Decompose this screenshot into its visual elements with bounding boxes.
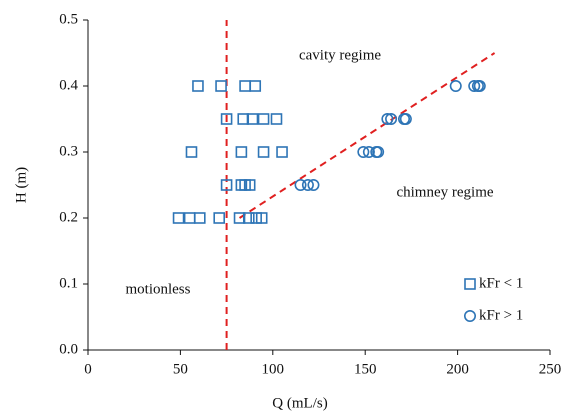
- point: [242, 212, 255, 224]
- y-axis-label: H (m): [13, 167, 29, 203]
- y-tick-label: 0.5: [59, 11, 78, 27]
- x-tick-label: 0: [84, 361, 92, 377]
- point: [381, 113, 394, 126]
- point: [257, 113, 270, 125]
- point: [357, 146, 370, 159]
- point: [270, 113, 283, 125]
- x-tick-label: 250: [539, 361, 562, 377]
- point: [257, 146, 270, 158]
- point: [307, 179, 320, 192]
- point: [294, 179, 307, 192]
- annotation: motionless: [125, 281, 190, 297]
- point: [192, 80, 204, 92]
- point: [183, 212, 196, 224]
- y-tick-label: 0.3: [59, 143, 78, 159]
- x-tick-label: 150: [354, 361, 377, 377]
- legend-marker: [464, 278, 476, 290]
- point: [276, 146, 288, 158]
- y-tick-label: 0.2: [59, 209, 78, 225]
- point: [468, 80, 481, 93]
- point: [449, 80, 462, 93]
- boundary-line: [238, 52, 496, 219]
- legend-label: kFr < 1: [479, 275, 523, 291]
- point: [172, 212, 185, 224]
- legend-label: kFr > 1: [479, 307, 523, 323]
- legend-marker: [463, 309, 476, 322]
- point: [399, 113, 412, 126]
- point: [215, 80, 227, 92]
- point: [372, 146, 385, 159]
- x-tick-label: 100: [262, 361, 285, 377]
- annotation: chimney regime: [396, 184, 493, 200]
- y-tick-label: 0.0: [59, 341, 78, 357]
- x-axis-label: Q (mL/s): [272, 395, 327, 411]
- point: [220, 179, 233, 191]
- point: [473, 80, 486, 93]
- point: [185, 146, 198, 158]
- point: [362, 146, 375, 159]
- point: [235, 146, 248, 158]
- annotation: cavity regime: [299, 47, 381, 63]
- point: [246, 113, 259, 125]
- point: [239, 80, 251, 92]
- point: [255, 212, 268, 224]
- y-tick-label: 0.1: [59, 275, 78, 291]
- point: [194, 212, 206, 224]
- point: [220, 113, 233, 125]
- y-tick-label: 0.4: [59, 77, 78, 93]
- point: [249, 80, 262, 92]
- point: [301, 179, 314, 192]
- point: [213, 212, 226, 224]
- x-tick-label: 50: [173, 361, 188, 377]
- x-tick-label: 200: [446, 361, 469, 377]
- point: [385, 113, 398, 126]
- point: [243, 179, 256, 191]
